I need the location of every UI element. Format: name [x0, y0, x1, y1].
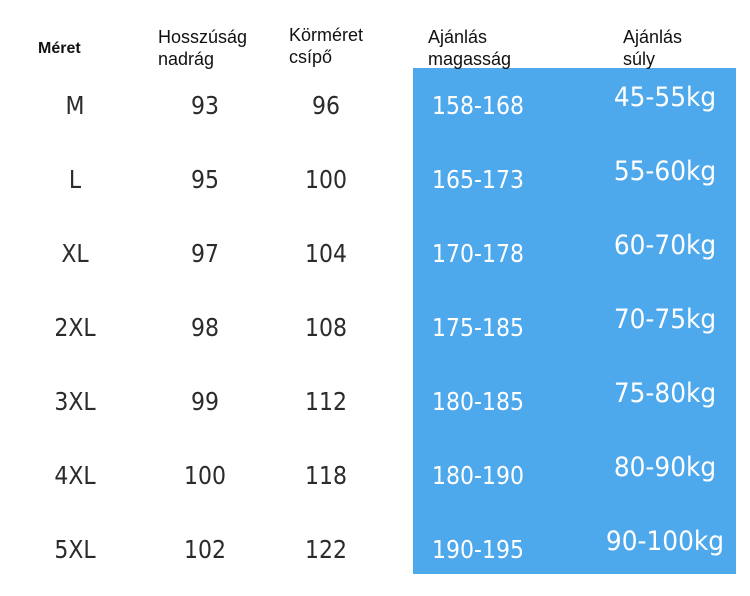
size-cell: 5XL [54, 534, 96, 564]
size-cell: L [68, 164, 82, 194]
header-recommended-height: Ajánlás magasság [428, 27, 512, 69]
table-row: XL 97 104 170-178 60-70kg [0, 216, 750, 290]
hip-cell: 96 [312, 90, 340, 120]
weight-cell: 60-70kg [613, 229, 717, 261]
height-cell: 180-185 [432, 386, 524, 416]
header-pants-length: Hosszúság nadrág [158, 27, 248, 69]
table-row: 2XL 98 108 175-185 70-75kg [0, 290, 750, 364]
table-row: 5XL 102 122 190-195 90-100kg [0, 512, 750, 586]
hip-cell: 122 [305, 534, 347, 564]
table-row: 3XL 99 112 180-185 75-80kg [0, 364, 750, 438]
length-cell: 95 [191, 164, 219, 194]
weight-cell: 90-100kg [605, 525, 725, 557]
height-cell: 175-185 [432, 312, 524, 342]
size-cell: 4XL [54, 460, 96, 490]
length-cell: 98 [191, 312, 219, 342]
weight-cell: 70-75kg [613, 303, 717, 335]
height-cell: 190-195 [432, 534, 524, 564]
height-cell: 170-178 [432, 238, 524, 268]
table-row: 4XL 100 118 180-190 80-90kg [0, 438, 750, 512]
header-size: Méret [38, 40, 81, 57]
weight-cell: 80-90kg [613, 451, 717, 483]
weight-cell: 55-60kg [613, 155, 717, 187]
length-cell: 93 [191, 90, 219, 120]
hip-cell: 118 [305, 460, 347, 490]
height-cell: 165-173 [432, 164, 524, 194]
length-cell: 99 [191, 386, 219, 416]
header-hip: Körméret csípő [289, 25, 364, 67]
length-cell: 102 [184, 534, 226, 564]
table-row: L 95 100 165-173 55-60kg [0, 142, 750, 216]
weight-cell: 75-80kg [613, 377, 717, 409]
size-cell: XL [61, 238, 89, 268]
length-cell: 100 [184, 460, 226, 490]
header-recommended-weight: Ajánlás súly [623, 27, 683, 69]
height-cell: 158-168 [432, 90, 524, 120]
hip-cell: 108 [305, 312, 347, 342]
hip-cell: 112 [305, 386, 347, 416]
size-cell: 2XL [54, 312, 96, 342]
table-row: M 93 96 158-168 45-55kg [0, 68, 750, 142]
size-cell: 3XL [54, 386, 96, 416]
highlight-band [413, 68, 736, 574]
weight-cell: 45-55kg [613, 81, 717, 113]
hip-cell: 104 [305, 238, 347, 268]
size-cell: M [65, 90, 85, 120]
length-cell: 97 [191, 238, 219, 268]
hip-cell: 100 [305, 164, 347, 194]
size-table: M 93 96 158-168 45-55kg L 95 100 165-173… [0, 68, 750, 586]
height-cell: 180-190 [432, 460, 524, 490]
